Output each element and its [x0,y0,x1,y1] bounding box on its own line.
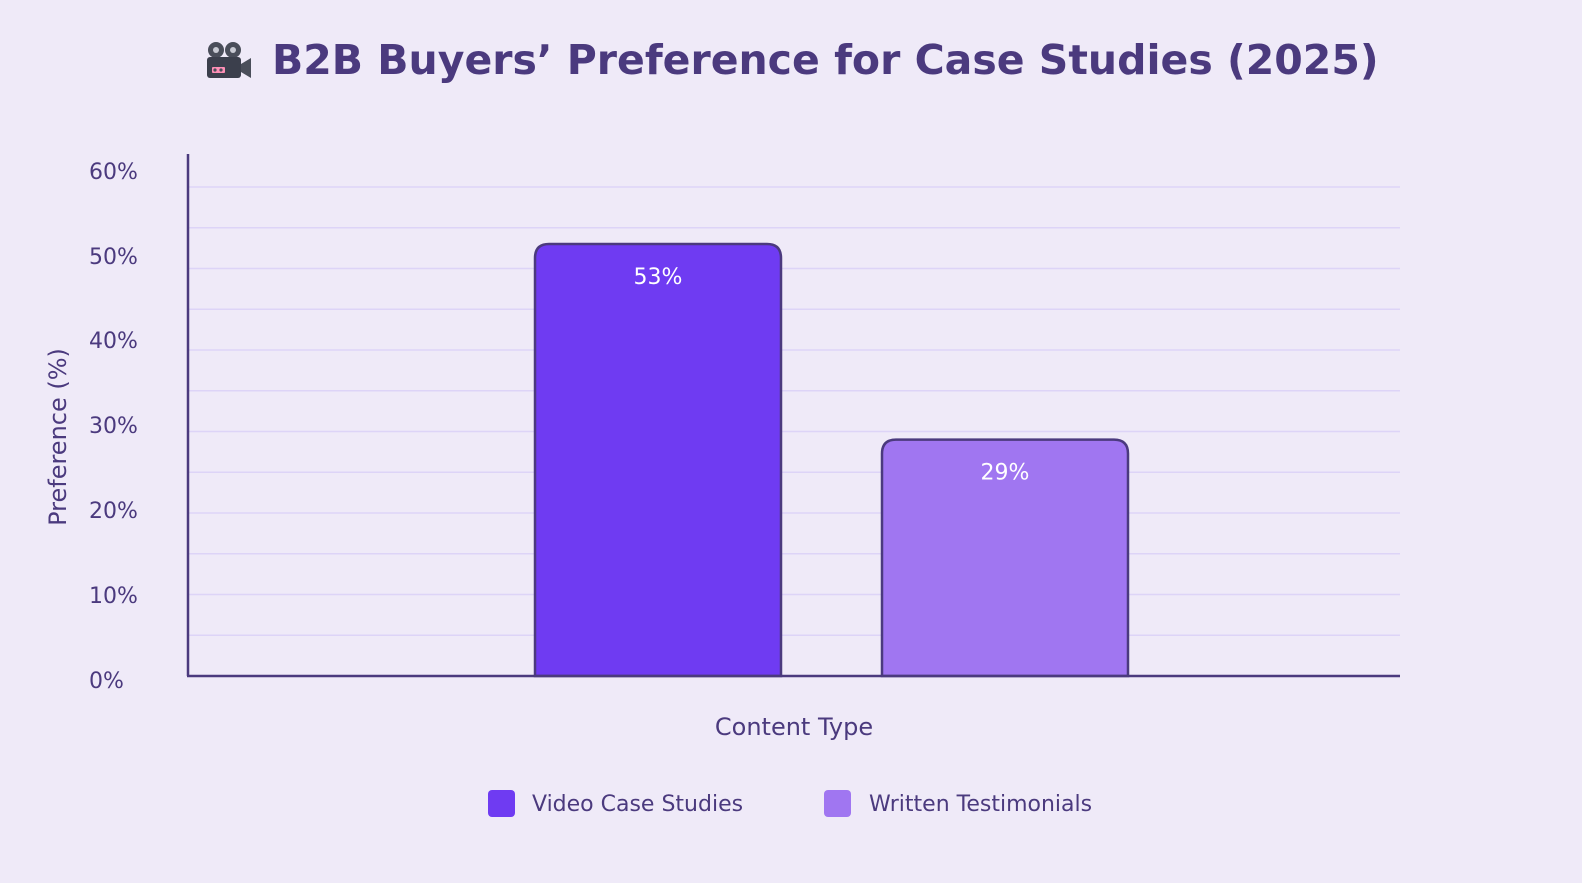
y-tick-label: 10% [89,584,138,609]
chart-title-group: B2B Buyers’ Preference for Case Studies … [207,36,1379,84]
legend-label: Video Case Studies [532,792,743,817]
grid-lines [188,186,1400,636]
legend: Video Case Studies Written Testimonials [488,790,1092,817]
y-axis-ticks: 0% 10% 20% 30% 40% 50% 60% [89,160,138,694]
bar-data-label: 53% [634,265,683,290]
chart-title: B2B Buyers’ Preference for Case Studies … [272,36,1379,84]
y-tick-label: 30% [89,414,138,439]
bar-written-testimonials [880,438,1130,678]
y-tick-label: 0% [89,669,124,694]
x-axis-label: Content Type [715,713,873,741]
y-axis-label: Preference (%) [44,348,72,526]
y-tick-label: 60% [89,160,138,185]
legend-label: Written Testimonials [869,792,1092,817]
legend-swatch [824,790,851,817]
bar-data-label: 29% [981,461,1030,486]
y-tick-label: 50% [89,245,138,270]
y-tick-label: 20% [89,499,138,524]
movie-camera-icon [207,42,251,78]
legend-swatch [488,790,515,817]
y-tick-label: 40% [89,329,138,354]
bar-data-labels: 53% 29% [634,265,1030,486]
bars [533,242,1130,678]
bar-video-case-studies [533,242,783,678]
